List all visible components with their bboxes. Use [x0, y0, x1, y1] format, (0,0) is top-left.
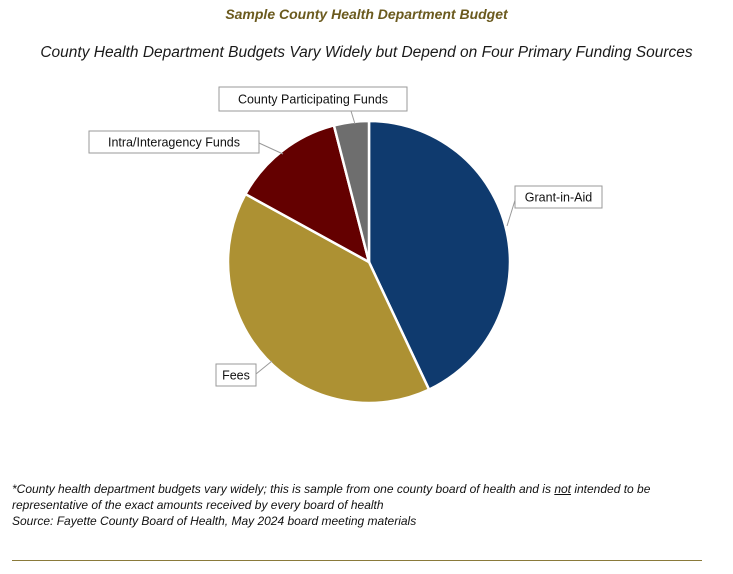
- pie-slice-intra-interagency-funds: [244, 124, 371, 264]
- chart-subtitle: County Health Department Budgets Vary Wi…: [40, 44, 693, 61]
- pie-slice-county-participating-funds: [332, 119, 371, 264]
- slice-labels: Grant-in-Aid Fees Intra/Interagency Funds C…: [88, 86, 603, 387]
- footnote-source: Source: Fayette County Board of Health, …: [12, 514, 417, 528]
- label-box-grant-in-aid: [514, 185, 603, 209]
- footnote-text-end: intended to be representative of the exa…: [12, 482, 651, 512]
- pie-slices: [226, 119, 512, 405]
- chart-title: Sample County Health Department Budget: [225, 6, 508, 22]
- footnote: *County health department budgets vary w…: [12, 481, 728, 529]
- slice-label-grant-in-aid: Grant-in-Aid: [525, 191, 592, 205]
- slice-label-intra-interagency-funds: Intra/Interagency Funds: [108, 136, 240, 150]
- leader-line-county-participating-funds: [350, 110, 356, 125]
- slice-label-fees: Fees: [222, 369, 250, 383]
- footnote-underlined-word: not: [554, 482, 571, 496]
- leader-line-fees: [255, 360, 273, 375]
- pie-slice-grant-in-aid: [367, 119, 512, 391]
- leader-line-intra-interagency-funds: [258, 142, 284, 155]
- label-box-county-participating-funds: [218, 86, 408, 112]
- label-box-intra-interagency-funds: [88, 130, 260, 154]
- pie-slice-fees: [226, 192, 431, 405]
- label-box-fees: [215, 363, 257, 387]
- bottom-divider: [12, 560, 702, 561]
- footnote-text-start: *County health department budgets vary w…: [12, 482, 555, 496]
- slice-label-county-participating-funds: County Participating Funds: [238, 93, 388, 107]
